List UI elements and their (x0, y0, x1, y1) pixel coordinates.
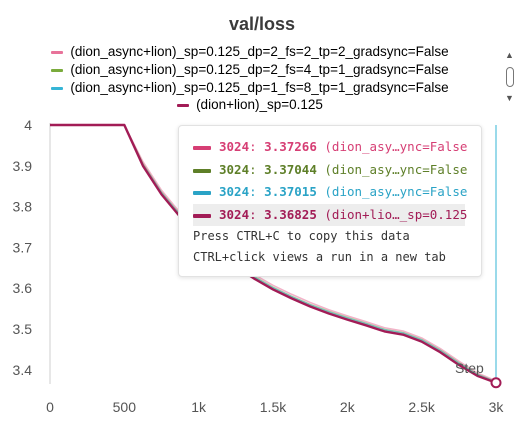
legend-scroller[interactable]: ▲ ▼ (503, 50, 517, 106)
x-tick-label: 500 (113, 399, 137, 415)
tooltip-open-hint: CTRL+click views a run in a new tab (193, 250, 446, 264)
legend-label: (dion+lion)_sp=0.125 (196, 97, 323, 112)
y-tick-label: 3.6 (13, 280, 33, 296)
panel-title: val/loss (228, 14, 296, 34)
legend-swatch (51, 86, 64, 90)
tooltip-swatch (193, 213, 211, 218)
tooltip-run-name: (dion_asy…ync=False (324, 162, 468, 177)
tooltip-copy-hint: Press CTRL+C to copy this data (193, 229, 410, 243)
tooltip-value: 3.36825 (264, 207, 317, 222)
tooltip-run-name: (dion_asy…ync=False (324, 139, 468, 154)
tooltip-row-highlighted: 3024: 3.36825 (dion+lio…_sp=0.125 (193, 204, 468, 226)
x-tick-label: 1k (191, 399, 207, 415)
chevron-up-icon[interactable]: ▲ (505, 50, 514, 60)
hover-point-marker (490, 377, 502, 389)
tooltip-step: 3024 (219, 184, 250, 199)
tooltip-swatch (193, 190, 211, 195)
tooltip-row: 3024: 3.37266 (dion_asy…ync=False (193, 136, 477, 158)
legend-label: (dion_async+lion)_sp=0.125_dp=1_fs=8_tp=… (70, 80, 449, 95)
series-line (50, 124, 497, 382)
y-tick-label: 3.5 (13, 321, 33, 337)
tooltip-swatch (193, 145, 211, 150)
tooltip-swatch (193, 168, 211, 173)
y-tick-label: 3.4 (13, 362, 33, 378)
x-axis-label: Step (455, 360, 484, 376)
tooltip-row: 3024: 3.37044 (dion_asy…ync=False (193, 159, 477, 181)
x-tick-label: 1.5k (260, 399, 287, 415)
legend-item[interactable]: (dion_async+lion)_sp=0.125_dp=2_fs=2_tp=… (0, 44, 500, 59)
scroll-thumb[interactable] (506, 67, 514, 87)
x-tick-label: 2k (340, 399, 356, 415)
hover-tooltip: 3024: 3.37266 (dion_asy…ync=False 3024: … (178, 125, 482, 277)
tooltip-row: 3024: 3.37015 (dion_asy…ync=False (193, 181, 477, 203)
y-tick-label: 3.8 (13, 199, 33, 215)
legend-item[interactable]: (dion+lion)_sp=0.125 (0, 97, 500, 112)
y-tick-label: 3.9 (13, 158, 33, 174)
tooltip-run-name: (dion+lio…_sp=0.125 (324, 207, 468, 222)
legend-item[interactable]: (dion_async+lion)_sp=0.125_dp=1_fs=8_tp=… (0, 80, 500, 95)
tooltip-step: 3024 (219, 139, 250, 154)
legend-label: (dion_async+lion)_sp=0.125_dp=2_fs=4_tp=… (70, 62, 449, 77)
legend-label: (dion_async+lion)_sp=0.125_dp=2_fs=2_tp=… (70, 44, 449, 59)
tooltip-step: 3024 (219, 207, 250, 222)
x-tick-label: 2.5k (408, 399, 435, 415)
chevron-down-icon[interactable]: ▼ (505, 93, 514, 103)
legend-swatch (51, 50, 64, 54)
y-tick-label: 3.7 (13, 239, 33, 255)
series-line (50, 123, 497, 384)
x-tick-label: 0 (46, 399, 54, 415)
y-tick-label: 4 (24, 117, 32, 133)
legend-item[interactable]: (dion_async+lion)_sp=0.125_dp=2_fs=4_tp=… (0, 62, 500, 77)
tooltip-value: 3.37044 (264, 162, 317, 177)
x-tick-label: 3k (489, 399, 505, 415)
legend-swatch (51, 68, 64, 72)
tooltip-run-name: (dion_asy…ync=False (324, 184, 468, 199)
tooltip-value: 3.37266 (264, 139, 317, 154)
legend-swatch (177, 103, 190, 107)
tooltip-value: 3.37015 (264, 184, 317, 199)
tooltip-step: 3024 (219, 162, 250, 177)
